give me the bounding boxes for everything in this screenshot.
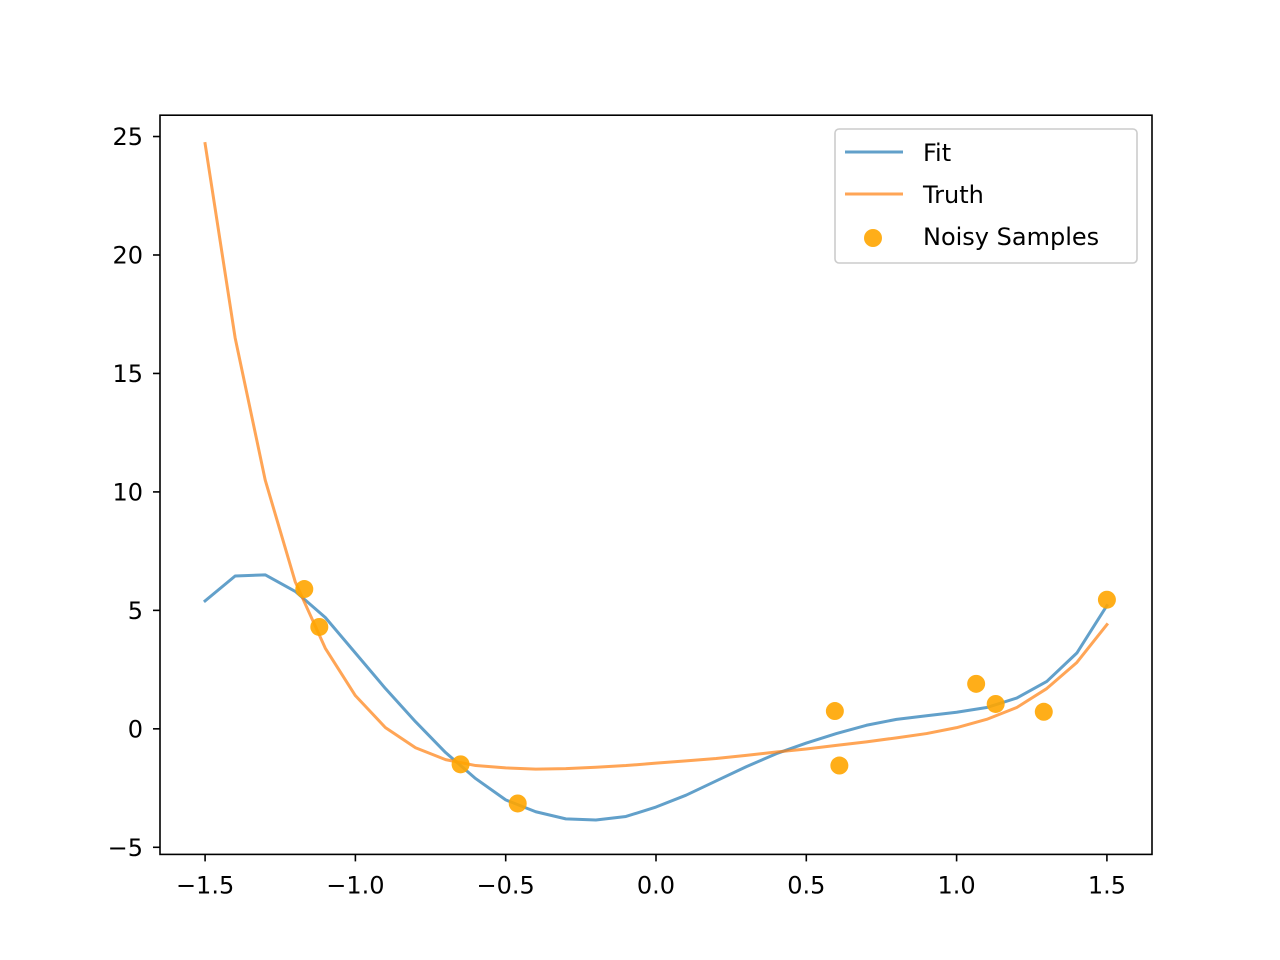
y-tick-label: 25 [112, 123, 143, 151]
x-tick-label: −1.0 [326, 871, 384, 899]
truth-series-line [203, 141, 1110, 771]
x-tick-label: 0.0 [637, 871, 675, 899]
series-layer [202, 141, 1116, 822]
legend-samples-label: Noisy Samples [923, 223, 1099, 251]
x-tick-label: 1.5 [1088, 871, 1126, 899]
y-tick-label: 20 [112, 241, 143, 269]
legend-frame [834, 128, 1138, 264]
fit-series-line [202, 573, 1109, 822]
legend-samples-marker [864, 229, 882, 247]
noisy-samples-point [1097, 590, 1116, 609]
legend: Fit Truth Noisy Samples [834, 128, 1138, 264]
legend-truth-label: Truth [922, 181, 984, 209]
noisy-samples-point [295, 580, 314, 599]
ticks-layer: −1.5 −1.0 −0.5 0.0 0.5 1.0 1.5 −5 0 5 10 15 20 25 [108, 123, 1126, 899]
x-tick-label: 1.0 [938, 871, 976, 899]
noisy-samples-point [986, 694, 1005, 713]
y-tick-label: −5 [108, 834, 143, 862]
y-tick-label: 10 [112, 478, 143, 506]
noisy-samples-point [508, 794, 527, 813]
y-tick-label: 15 [112, 360, 143, 388]
noisy-samples-point [1034, 702, 1053, 721]
noisy-samples-point [830, 756, 849, 775]
legend-fit-label: Fit [923, 139, 951, 167]
x-tick-label: −1.5 [176, 871, 234, 899]
x-tick-label: −0.5 [477, 871, 535, 899]
noisy-samples-point [451, 755, 470, 774]
y-tick-label: 0 [128, 715, 143, 743]
y-tick-label: 5 [128, 597, 143, 625]
noisy-samples-point [825, 702, 844, 721]
noisy-samples-point [310, 617, 329, 636]
x-tick-label: 0.5 [787, 871, 825, 899]
noisy-samples-point [967, 674, 986, 693]
